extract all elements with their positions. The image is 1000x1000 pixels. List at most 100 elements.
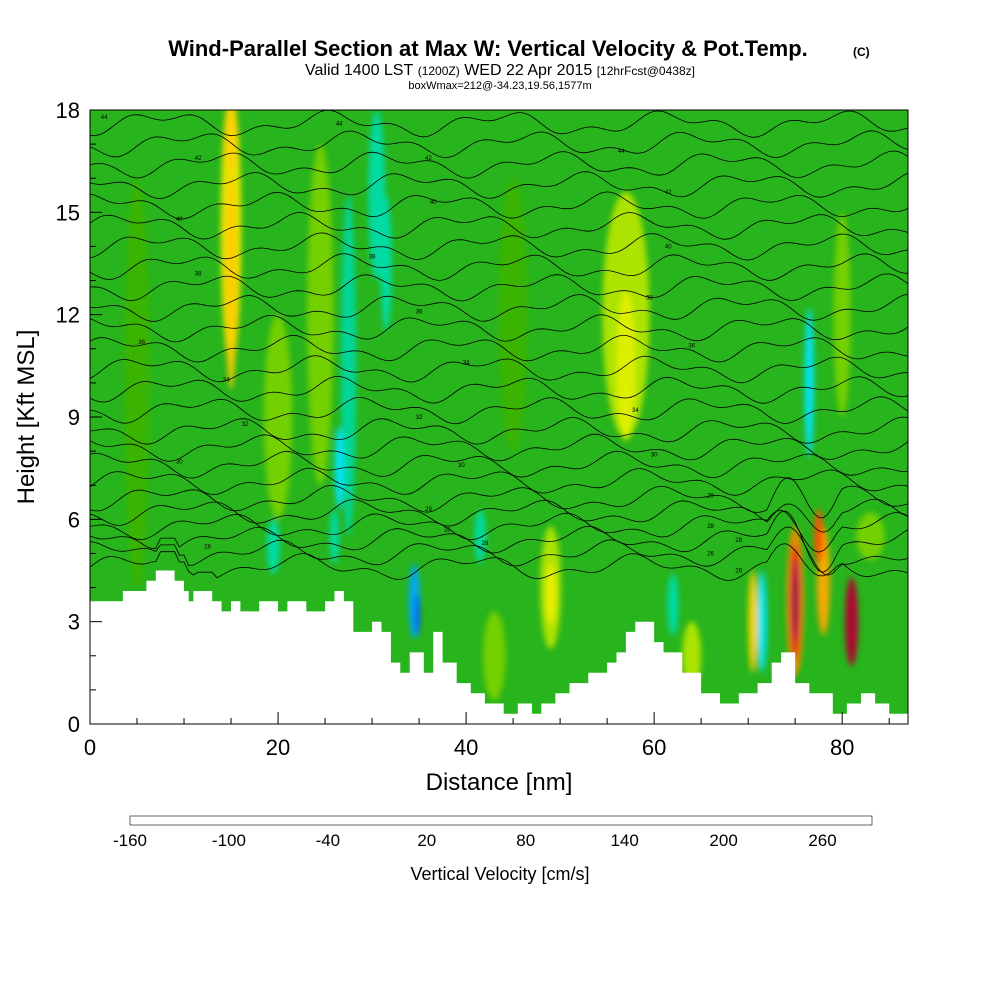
velocity-cell [341,195,357,537]
isentrope-label: 30 [176,459,183,465]
isentrope-label: 38 [369,255,376,261]
isentrope-label: 29 [707,493,714,499]
y-tick-label: 9 [68,405,80,430]
velocity-cell [329,509,340,564]
isentrope [90,355,908,384]
isentrope [90,232,908,261]
isentrope [90,191,908,220]
isentrope-label: 28 [204,545,211,551]
colorbar-tick-label: 80 [516,831,535,850]
colorbar-frame [129,815,873,826]
velocity-anomalies [124,110,885,701]
y-tick-label: 18 [56,98,80,123]
velocity-cell [856,512,885,561]
isentrope [90,543,908,581]
velocity-cell [499,178,528,452]
colorbar-tick-label: -160 [113,831,147,850]
isentrope-label: 44 [336,122,343,128]
isentrope-label: 42 [425,156,432,162]
y-tick-label: 0 [68,712,80,737]
isentrope-label: 44 [101,115,108,121]
isentrope-label: 40 [430,200,437,206]
title-block: Wind-Parallel Section at Max W: Vertical… [168,36,869,92]
x-tick-label: 20 [266,735,290,760]
colorbar-tick-label: -100 [212,831,246,850]
isentrope [90,273,908,302]
isentrope-label: 28 [735,538,742,544]
isentrope-label: 29 [425,507,432,513]
chart-subtitle: Valid 1400 LST (1200Z) WED 22 Apr 2015 [… [305,62,695,79]
isentrope [90,467,908,496]
isentrope-label: 26 [707,551,714,557]
isentrope [90,477,908,519]
isentrope-label: 30 [651,453,658,459]
velocity-cell [225,171,237,390]
isentrope-label: 38 [646,296,653,302]
isentrope [90,450,908,479]
isentrope-label: 32 [242,422,249,428]
copyright-mark: (C) [853,45,870,59]
velocity-cell [757,570,767,673]
isentrope-label: 42 [665,190,672,196]
isentrope [90,171,908,200]
y-tick-label: 15 [56,200,80,225]
x-axis: 0 20 40 60 80 [84,712,890,760]
isentrope [90,150,908,179]
x-tick-label: 60 [642,735,666,760]
chart-title: Wind-Parallel Section at Max W: Vertical… [168,36,808,61]
isentrope [90,253,908,281]
y-axis-label: Height [Kft MSL] [13,330,40,505]
isentrope [90,130,908,159]
isentrope-label: 28 [707,524,714,530]
y-axis: 0 3 6 9 12 15 18 [56,98,102,737]
x-tick-label: 80 [830,735,854,760]
isentrope-label: 30 [458,463,465,469]
x-tick-label: 0 [84,735,96,760]
colorbar-tick-label: 260 [808,831,836,850]
isentrope-label: 26 [735,569,742,575]
isentrope-label: 40 [176,217,183,223]
colorbar-tick-label: 200 [709,831,737,850]
velocity-cell [224,110,238,172]
isentrope [90,510,908,573]
isentrope [90,334,908,363]
isentrope [90,396,908,425]
isentrope-label: 28 [482,541,489,547]
isentrope [90,526,908,576]
isentrope-labels: 44 42 40 38 36 34 32 30 28 44 42 40 38 36 34 32 30 29 28 28… [101,115,743,575]
y-tick-label: 3 [68,610,80,635]
isentrope [90,416,908,445]
isentrope [90,433,908,462]
isentrope-label: 36 [138,340,145,346]
x-axis-label: Distance [nm] [426,769,573,796]
isentrope-label: 34 [223,377,230,383]
velocity-cell [792,560,798,643]
velocity-cell [845,577,859,667]
velocity-cell [813,509,824,564]
isentrope-label: 40 [665,244,672,250]
isentrope-label: 34 [632,408,639,414]
isentrope-label: 42 [195,156,202,162]
isentrope-label: 32 [416,415,423,421]
isentrope [90,498,908,533]
x-tick-label: 40 [454,735,478,760]
velocity-cell [307,144,334,486]
isentrope [90,212,908,240]
velocity-cell [380,195,392,332]
chart-info-line: boxWmax=212@-34.23,19.56,1577m [408,80,591,92]
plot-area: 44 42 40 38 36 34 32 30 28 44 42 40 38 36 34 32 30 29 28 28… [90,110,908,724]
isentrope [90,110,908,138]
colorbar-tick-label: -40 [316,831,341,850]
isentrope-label: 36 [688,343,695,349]
velocity-cell [414,594,421,636]
isentrope [90,314,908,343]
isentrope-label: 38 [195,272,202,278]
isentrope-lines [90,110,908,581]
isentrope-label: 34 [463,360,470,366]
velocity-cell [748,570,758,673]
isentrope [90,375,908,404]
colorbar-tick-label: 140 [610,831,638,850]
velocity-cell [483,611,506,701]
y-tick-label: 6 [68,507,80,532]
velocity-cell [667,573,679,636]
